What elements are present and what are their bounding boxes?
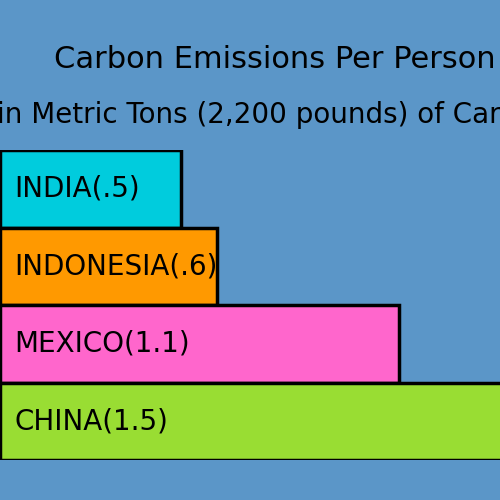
FancyBboxPatch shape: [0, 382, 500, 460]
Text: INDIA(.5): INDIA(.5): [14, 175, 140, 203]
Text: CHINA(1.5): CHINA(1.5): [14, 407, 168, 435]
Text: INDONESIA(.6): INDONESIA(.6): [14, 252, 218, 280]
Text: MEXICO(1.1): MEXICO(1.1): [14, 330, 190, 358]
Text: Carbon Emissions Per Person: Carbon Emissions Per Person: [54, 46, 496, 74]
Text: in Metric Tons (2,200 pounds) of Carbon: in Metric Tons (2,200 pounds) of Carbon: [0, 101, 500, 129]
FancyBboxPatch shape: [0, 228, 218, 305]
FancyBboxPatch shape: [0, 305, 398, 382]
FancyBboxPatch shape: [0, 150, 181, 228]
